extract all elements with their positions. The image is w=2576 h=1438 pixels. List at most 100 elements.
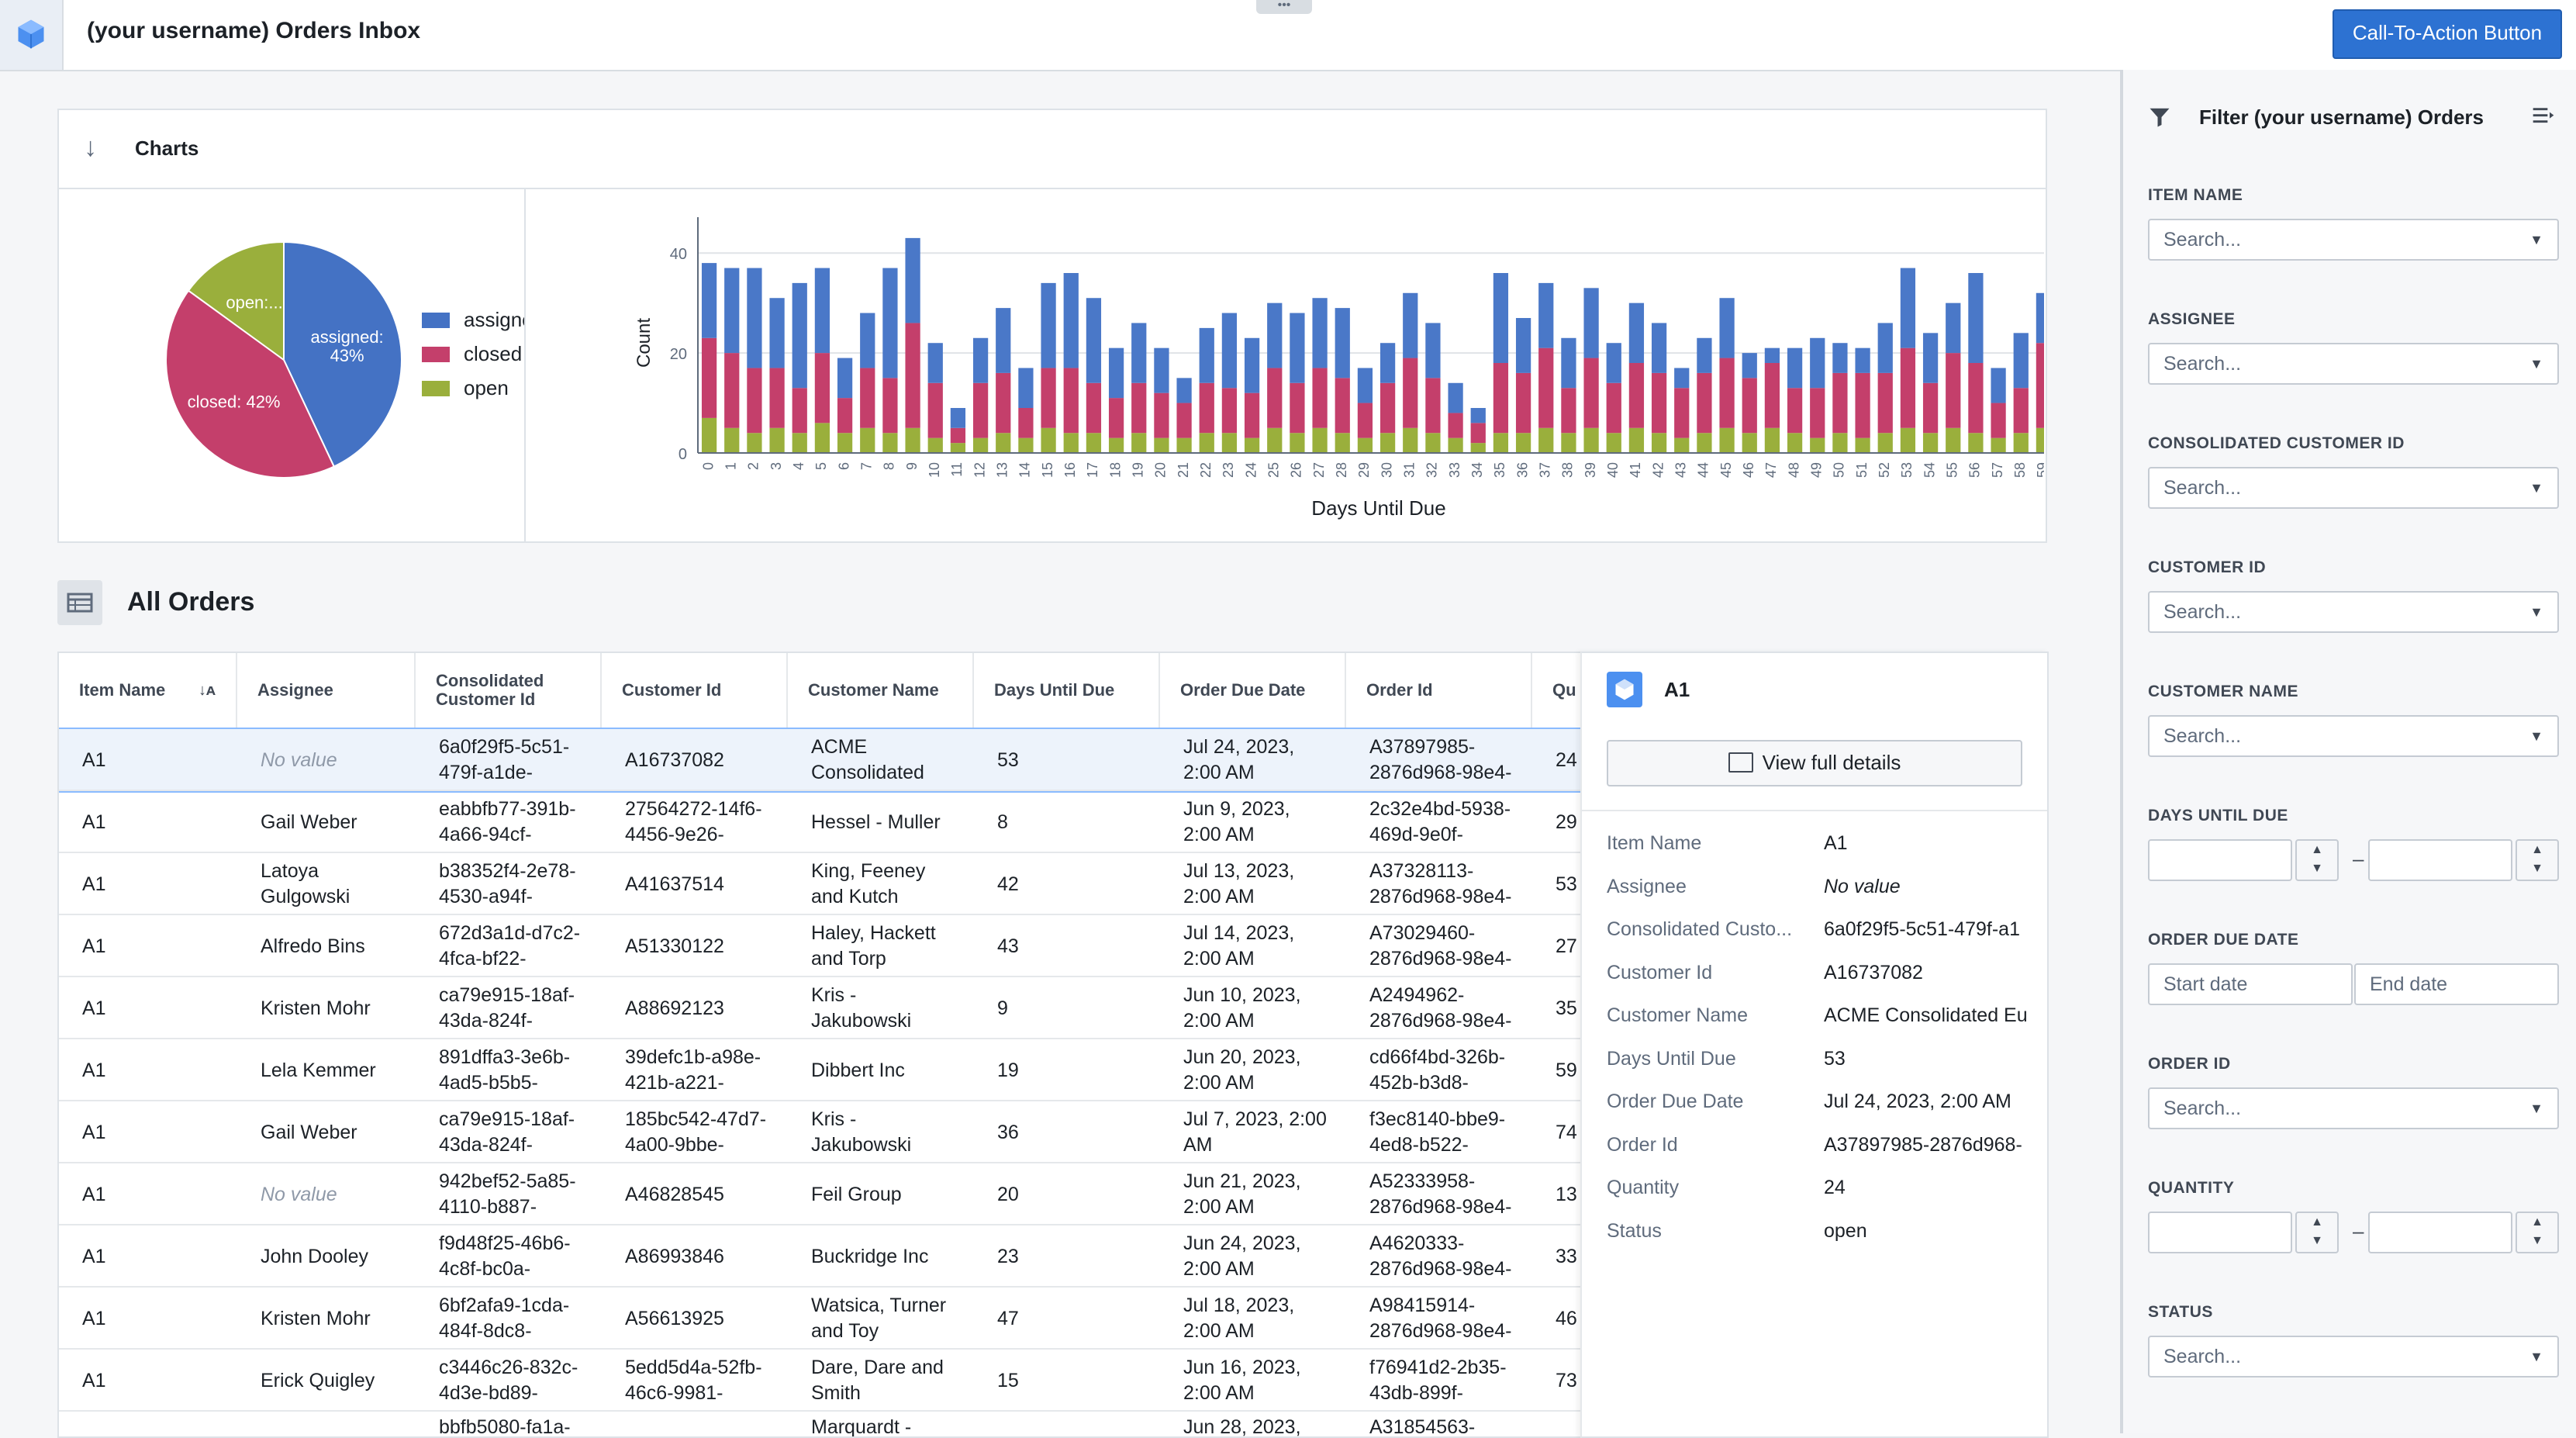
bar-open-56[interactable] xyxy=(1968,433,1984,453)
consolidated-customer-id-select[interactable]: Search... ▼ xyxy=(2148,467,2559,509)
table-row[interactable]: A1 Erick Quigley c3446c26-832c- 4d3e-bd89-… xyxy=(59,1348,1582,1412)
bar-closed-30[interactable] xyxy=(1380,382,1396,434)
bar-open-28[interactable] xyxy=(1335,433,1350,453)
bar-assigned-14[interactable] xyxy=(1018,368,1034,408)
bar-closed-40[interactable] xyxy=(1606,382,1621,434)
bar-open-33[interactable] xyxy=(1448,437,1463,453)
app-logo[interactable] xyxy=(0,0,64,70)
bar-open-14[interactable] xyxy=(1018,437,1034,453)
table-row[interactable]: A1 No value 942bef52-5a85- 4110-b887- A4682… xyxy=(59,1162,1582,1225)
bar-open-31[interactable] xyxy=(1403,427,1418,453)
bar-open-30[interactable] xyxy=(1380,433,1396,453)
bar-assigned-17[interactable] xyxy=(1086,298,1102,383)
bar-assigned-13[interactable] xyxy=(996,308,1011,373)
assignee-select[interactable]: Search... ▼ xyxy=(2148,343,2559,385)
bar-closed-53[interactable] xyxy=(1900,347,1916,428)
bar-open-48[interactable] xyxy=(1787,433,1803,453)
bar-closed-38[interactable] xyxy=(1561,388,1576,434)
pie-slice-open[interactable] xyxy=(187,240,285,361)
pie-slice-assigned[interactable] xyxy=(283,240,402,468)
bar-assigned-57[interactable] xyxy=(1991,368,2006,403)
bar-closed-21[interactable] xyxy=(1176,403,1192,438)
bar-closed-51[interactable] xyxy=(1855,372,1870,438)
bar-open-20[interactable] xyxy=(1154,437,1169,453)
bar-closed-55[interactable] xyxy=(1946,353,1961,428)
drag-handle[interactable]: ••• xyxy=(1256,0,1312,14)
bar-closed-31[interactable] xyxy=(1403,358,1418,428)
bar-closed-16[interactable] xyxy=(1063,368,1079,434)
bar-open-40[interactable] xyxy=(1606,433,1621,453)
bar-open-18[interactable] xyxy=(1108,437,1124,453)
customer-id-select[interactable]: Search... ▼ xyxy=(2148,591,2559,633)
bar-assigned-37[interactable] xyxy=(1538,282,1554,348)
bar-assigned-55[interactable] xyxy=(1946,302,1961,354)
quantity-min-stepper[interactable]: ▲ ▼ xyxy=(2295,1212,2339,1253)
bar-closed-3[interactable] xyxy=(769,368,785,428)
view-full-details-button[interactable]: View full details xyxy=(1607,740,2022,786)
bar-open-1[interactable] xyxy=(724,427,740,453)
bar-closed-10[interactable] xyxy=(927,382,943,438)
bar-closed-39[interactable] xyxy=(1583,358,1599,428)
pie-slice-closed[interactable] xyxy=(165,289,336,479)
bar-open-58[interactable] xyxy=(2013,433,2029,453)
bar-open-3[interactable] xyxy=(769,427,785,453)
table-row[interactable]: A1 Latoya Gulgowski b38352f4-2e78- 4530-a9… xyxy=(59,852,1582,915)
bar-assigned-18[interactable] xyxy=(1108,347,1124,399)
bar-open-47[interactable] xyxy=(1764,427,1780,453)
bar-assigned-0[interactable] xyxy=(701,263,717,338)
bar-closed-25[interactable] xyxy=(1267,368,1283,428)
bar-closed-45[interactable] xyxy=(1719,358,1735,428)
bar-closed-1[interactable] xyxy=(724,353,740,428)
item-name-select[interactable]: Search... ▼ xyxy=(2148,219,2559,261)
bar-closed-47[interactable] xyxy=(1764,363,1780,428)
table-row[interactable]: bbfb5080-fa1a- Marquardt - Jun 28, 2023, A3… xyxy=(59,1410,1582,1436)
table-row[interactable]: A1 John Dooley f9d48f25-46b6- 4c8f-bc0a- A8… xyxy=(59,1224,1582,1288)
bar-assigned-38[interactable] xyxy=(1561,337,1576,389)
bar-closed-42[interactable] xyxy=(1651,372,1667,434)
bar-assigned-39[interactable] xyxy=(1583,288,1599,358)
bar-closed-15[interactable] xyxy=(1041,368,1056,428)
bar-assigned-32[interactable] xyxy=(1425,323,1441,379)
bar-assigned-21[interactable] xyxy=(1176,378,1192,403)
column-header-days-until-due[interactable]: Days Until Due xyxy=(974,653,1160,728)
bar-closed-23[interactable] xyxy=(1221,388,1238,434)
bar-assigned-2[interactable] xyxy=(747,268,762,368)
bar-assigned-49[interactable] xyxy=(1810,337,1825,389)
bar-closed-24[interactable] xyxy=(1244,392,1260,438)
table-row[interactable]: A1 Gail Weber eabbfb77-391b- 4a66-94cf- 275… xyxy=(59,790,1582,853)
bar-closed-14[interactable] xyxy=(1018,408,1034,438)
bar-closed-6[interactable] xyxy=(837,398,853,434)
bar-assigned-59[interactable] xyxy=(2036,292,2044,344)
bar-closed-18[interactable] xyxy=(1108,398,1124,438)
table-row[interactable]: A1 Kristen Mohr ca79e915-18af- 43da-824f- A… xyxy=(59,976,1582,1039)
bar-open-27[interactable] xyxy=(1312,427,1328,453)
bar-closed-49[interactable] xyxy=(1810,388,1825,438)
bar-open-21[interactable] xyxy=(1176,437,1192,453)
bar-open-0[interactable] xyxy=(701,417,717,453)
bar-assigned-12[interactable] xyxy=(972,337,989,383)
status-select[interactable]: Search... ▼ xyxy=(2148,1336,2559,1378)
bar-assigned-10[interactable] xyxy=(927,343,943,383)
bar-assigned-6[interactable] xyxy=(837,358,853,399)
order-id-select[interactable]: Search... ▼ xyxy=(2148,1087,2559,1129)
bar-open-2[interactable] xyxy=(747,433,762,453)
arrow-down-icon[interactable]: ↓ xyxy=(84,133,97,162)
bar-assigned-58[interactable] xyxy=(2013,333,2029,389)
bar-closed-20[interactable] xyxy=(1154,392,1169,438)
quantity-max-stepper[interactable]: ▲ ▼ xyxy=(2516,1212,2559,1253)
bar-open-32[interactable] xyxy=(1425,433,1441,453)
bar-closed-7[interactable] xyxy=(860,368,875,428)
bar-open-15[interactable] xyxy=(1041,427,1056,453)
bar-assigned-8[interactable] xyxy=(882,268,898,379)
bar-closed-36[interactable] xyxy=(1515,372,1531,434)
bar-closed-41[interactable] xyxy=(1628,363,1645,428)
table-row[interactable]: A1 Alfredo Bins 672d3a1d-d7c2- 4fca-bf22- A… xyxy=(59,914,1582,977)
bar-open-19[interactable] xyxy=(1131,433,1147,453)
bar-closed-48[interactable] xyxy=(1787,388,1803,434)
bar-assigned-43[interactable] xyxy=(1674,368,1690,389)
bar-open-8[interactable] xyxy=(882,433,898,453)
table-row[interactable]: A1 Kristen Mohr 6bf2afa9-1cda- 484f-8dc8- A… xyxy=(59,1286,1582,1350)
bar-open-38[interactable] xyxy=(1561,433,1576,453)
bar-open-59[interactable] xyxy=(2036,427,2044,453)
bar-assigned-53[interactable] xyxy=(1900,268,1916,348)
